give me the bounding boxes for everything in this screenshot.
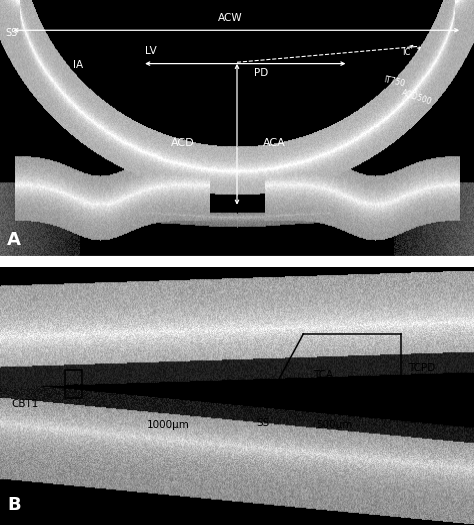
Text: PD: PD [254, 68, 268, 78]
Text: CBT1: CBT1 [12, 400, 39, 410]
Text: IA: IA [73, 60, 83, 70]
Text: IT750: IT750 [383, 75, 406, 88]
Text: LV: LV [145, 46, 156, 56]
Text: IC: IC [402, 48, 410, 57]
Text: ACA: ACA [263, 138, 286, 148]
Text: 1000μm: 1000μm [147, 420, 190, 430]
Text: ACD: ACD [171, 138, 194, 148]
Text: AOD500: AOD500 [401, 89, 433, 107]
Text: TCA: TCA [313, 370, 333, 380]
Text: A: A [7, 231, 21, 249]
Text: B: B [7, 496, 21, 513]
Text: SS: SS [6, 28, 18, 38]
Text: 500μm: 500μm [316, 420, 352, 430]
Text: ACW: ACW [218, 13, 243, 23]
Text: SS: SS [256, 417, 270, 427]
Bar [65, 370, 82, 398]
Text: TCPD: TCPD [408, 363, 435, 373]
